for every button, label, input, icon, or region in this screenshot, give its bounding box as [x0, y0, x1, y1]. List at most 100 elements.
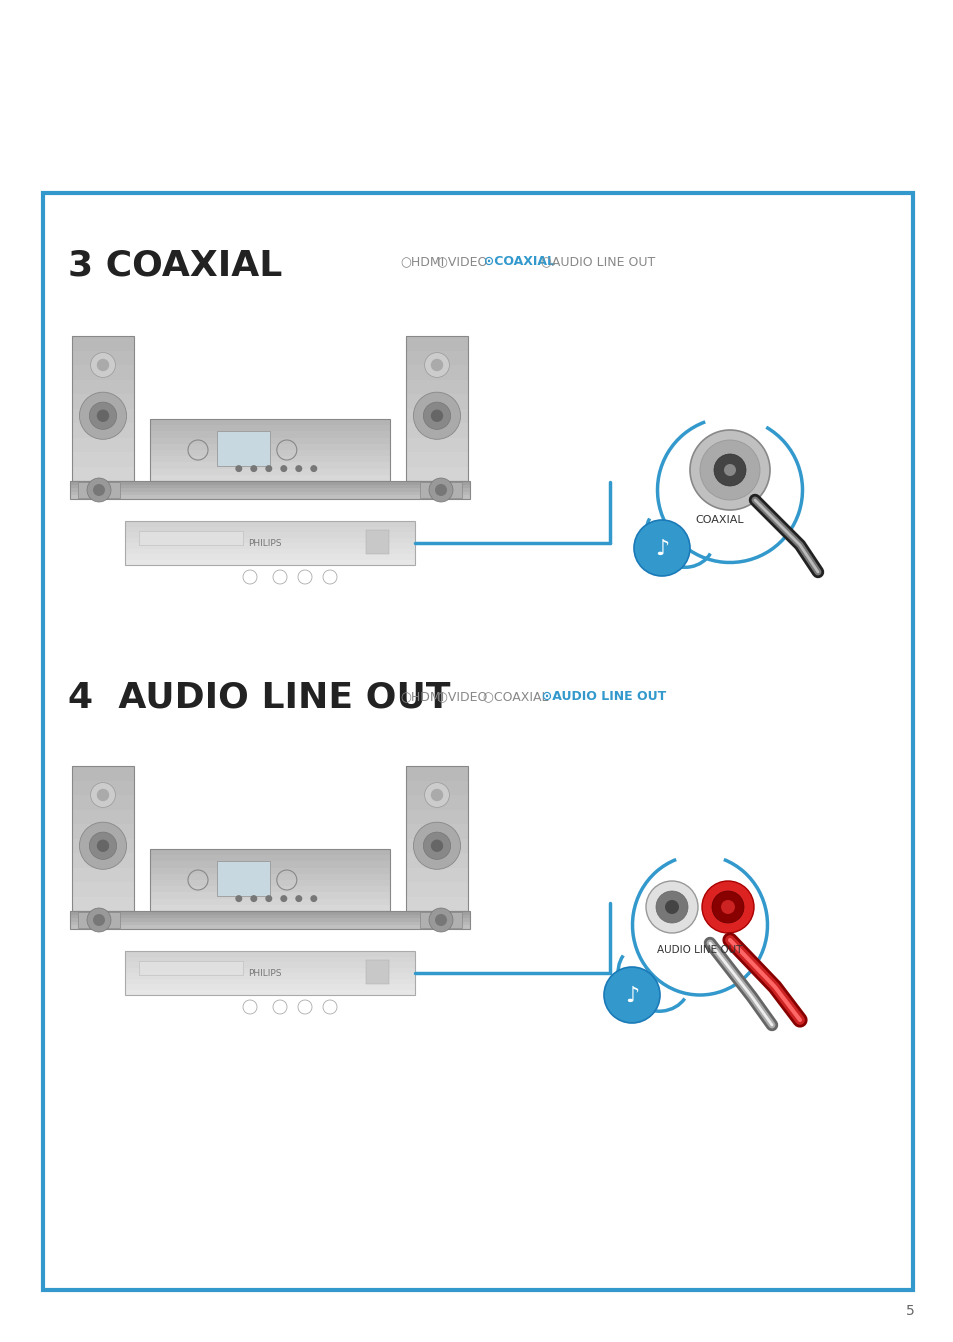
- Bar: [150, 444, 390, 450]
- Bar: [71, 839, 133, 854]
- Circle shape: [664, 900, 679, 914]
- Bar: [150, 475, 390, 480]
- Bar: [71, 781, 133, 794]
- Bar: [71, 854, 133, 867]
- Circle shape: [413, 823, 460, 870]
- Circle shape: [295, 895, 302, 902]
- Circle shape: [656, 891, 687, 923]
- Bar: [125, 968, 415, 973]
- Bar: [71, 380, 133, 395]
- Text: PHILIPS: PHILIPS: [248, 969, 281, 977]
- Bar: [150, 892, 390, 899]
- Circle shape: [79, 823, 127, 870]
- Bar: [125, 957, 415, 962]
- Bar: [43, 193, 912, 1290]
- Bar: [150, 456, 390, 463]
- Bar: [125, 521, 415, 526]
- Bar: [406, 452, 468, 467]
- Bar: [71, 824, 133, 839]
- Circle shape: [429, 478, 453, 502]
- Bar: [70, 484, 470, 488]
- Circle shape: [701, 880, 753, 933]
- Circle shape: [435, 914, 447, 926]
- Text: ⊙AUDIO LINE OUT: ⊙AUDIO LINE OUT: [533, 690, 666, 703]
- Bar: [125, 951, 415, 957]
- Bar: [365, 530, 389, 554]
- Circle shape: [250, 895, 257, 902]
- Bar: [365, 960, 389, 984]
- Bar: [406, 824, 468, 839]
- Bar: [71, 452, 133, 467]
- Bar: [125, 989, 415, 994]
- Bar: [150, 431, 390, 437]
- Bar: [71, 882, 133, 896]
- Circle shape: [424, 353, 449, 377]
- Bar: [406, 854, 468, 867]
- Bar: [125, 554, 415, 560]
- Circle shape: [424, 782, 449, 808]
- Circle shape: [431, 840, 443, 852]
- Circle shape: [79, 392, 127, 439]
- Bar: [406, 809, 468, 824]
- Bar: [406, 423, 468, 437]
- Bar: [150, 849, 390, 911]
- Bar: [406, 437, 468, 452]
- Bar: [406, 408, 468, 423]
- Circle shape: [87, 909, 111, 931]
- Circle shape: [90, 403, 116, 429]
- Circle shape: [310, 895, 317, 902]
- Bar: [71, 794, 133, 809]
- Circle shape: [634, 519, 689, 576]
- Bar: [150, 899, 390, 905]
- Bar: [150, 874, 390, 880]
- Bar: [150, 425, 390, 431]
- Circle shape: [265, 895, 272, 902]
- Bar: [419, 482, 461, 498]
- Circle shape: [423, 403, 450, 429]
- Bar: [125, 978, 415, 984]
- Circle shape: [603, 968, 659, 1023]
- Bar: [71, 423, 133, 437]
- Bar: [406, 896, 468, 911]
- Bar: [406, 781, 468, 794]
- Bar: [406, 882, 468, 896]
- Bar: [217, 862, 270, 895]
- Text: ♪: ♪: [624, 986, 639, 1006]
- Bar: [150, 463, 390, 468]
- Bar: [406, 365, 468, 380]
- Bar: [150, 450, 390, 456]
- Circle shape: [295, 466, 302, 472]
- Text: ○HDMI: ○HDMI: [399, 255, 444, 268]
- Bar: [71, 467, 133, 480]
- Bar: [70, 926, 470, 929]
- Circle shape: [235, 895, 242, 902]
- Circle shape: [689, 429, 769, 510]
- Bar: [406, 766, 468, 781]
- Text: ○AUDIO LINE OUT: ○AUDIO LINE OUT: [533, 255, 655, 268]
- Bar: [406, 839, 468, 854]
- Circle shape: [92, 914, 105, 926]
- Bar: [125, 538, 415, 544]
- Bar: [406, 350, 468, 365]
- Text: 5: 5: [904, 1304, 913, 1318]
- Text: COAXIAL: COAXIAL: [695, 515, 743, 525]
- Bar: [71, 336, 133, 350]
- Bar: [150, 468, 390, 475]
- Bar: [406, 336, 468, 350]
- Bar: [71, 350, 133, 365]
- Circle shape: [96, 409, 109, 421]
- Circle shape: [700, 440, 760, 501]
- Bar: [71, 766, 133, 911]
- Bar: [150, 867, 390, 874]
- Bar: [406, 766, 468, 911]
- Circle shape: [723, 464, 735, 476]
- Bar: [78, 482, 120, 498]
- Bar: [406, 794, 468, 809]
- Bar: [70, 911, 470, 915]
- Circle shape: [280, 466, 287, 472]
- Bar: [71, 395, 133, 408]
- Bar: [71, 437, 133, 452]
- Circle shape: [250, 466, 257, 472]
- Bar: [125, 526, 415, 531]
- Bar: [70, 911, 470, 929]
